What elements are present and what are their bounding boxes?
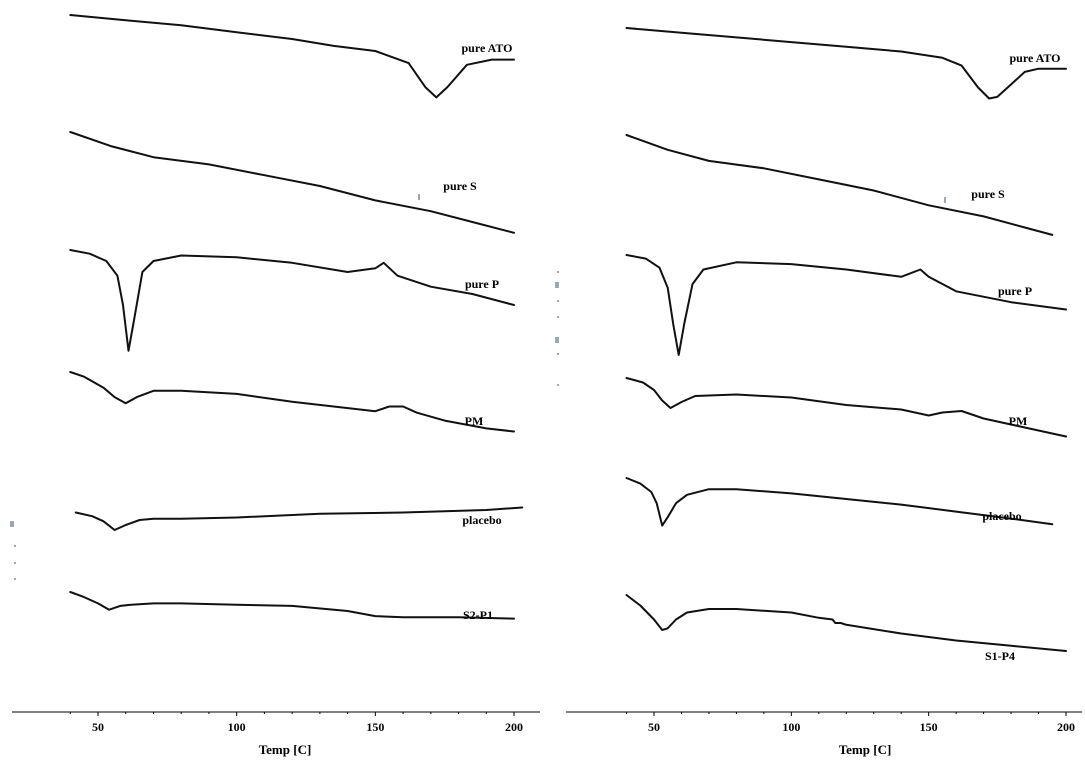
right-edge-markers — [555, 271, 559, 386]
series-label: PM — [465, 414, 484, 428]
right-x-axis-ticks: 50 100 150 200 — [626, 712, 1075, 734]
thermogram-curve-s1-p4 — [625, 594, 1067, 652]
right-series-labels: pure ATO pure S pure P PM placebo S1-P4 — [971, 51, 1060, 663]
right-x-axis-label: Temp [C] — [839, 742, 892, 757]
thermogram-curve-pure-s — [625, 134, 1054, 236]
right-curves — [625, 27, 1067, 652]
left-curves — [69, 14, 524, 620]
left-series-labels: pure ATO pure S pure P PM placebo S2-P1 — [443, 41, 512, 622]
thermogram-curve-pure-s — [69, 131, 515, 234]
series-label: S1-P4 — [985, 649, 1015, 663]
x-tick-label: 100 — [782, 720, 800, 734]
thermogram-curve-pm — [69, 371, 515, 433]
series-label: pure S — [443, 179, 477, 193]
left-thermogram-panel: 50 100 150 200 pure ATO pure S pure P PM placeb… — [10, 14, 540, 757]
x-tick-label: 200 — [1057, 720, 1075, 734]
left-stray-marker — [418, 194, 420, 200]
series-label: pure P — [998, 284, 1032, 298]
thermogram-curve-pure-ato — [69, 14, 515, 99]
thermogram-curve-placebo — [74, 506, 524, 531]
thermogram-curve-pure-ato — [625, 27, 1067, 100]
left-x-axis-label: Temp [C] — [259, 742, 312, 757]
series-label: PM — [1009, 414, 1028, 428]
thermogram-curve-pm — [625, 377, 1067, 438]
series-label: pure P — [465, 277, 499, 291]
x-tick-label: 50 — [92, 720, 104, 734]
series-label: pure ATO — [461, 41, 512, 55]
x-tick-label: 100 — [228, 720, 246, 734]
series-label: pure S — [971, 187, 1005, 201]
thermogram-curve-placebo — [625, 477, 1054, 527]
x-tick-label: 150 — [366, 720, 384, 734]
series-label: pure ATO — [1009, 51, 1060, 65]
x-tick-label: 150 — [920, 720, 938, 734]
thermogram-curve-pure-p — [69, 249, 515, 352]
series-label: placebo — [982, 509, 1021, 523]
series-label: S2-P1 — [463, 608, 493, 622]
right-stray-marker — [944, 197, 946, 203]
left-x-axis-ticks: 50 100 150 200 — [69, 712, 523, 734]
thermogram-curve-pure-p — [625, 254, 1067, 356]
thermogram-curve-s2-p1 — [69, 591, 515, 620]
x-tick-label: 200 — [505, 720, 523, 734]
x-tick-label: 50 — [648, 720, 660, 734]
left-edge-markers — [10, 521, 16, 580]
right-thermogram-panel: 50 100 150 200 pure ATO pure S pure P PM placeb… — [555, 27, 1082, 757]
series-label: placebo — [462, 513, 501, 527]
